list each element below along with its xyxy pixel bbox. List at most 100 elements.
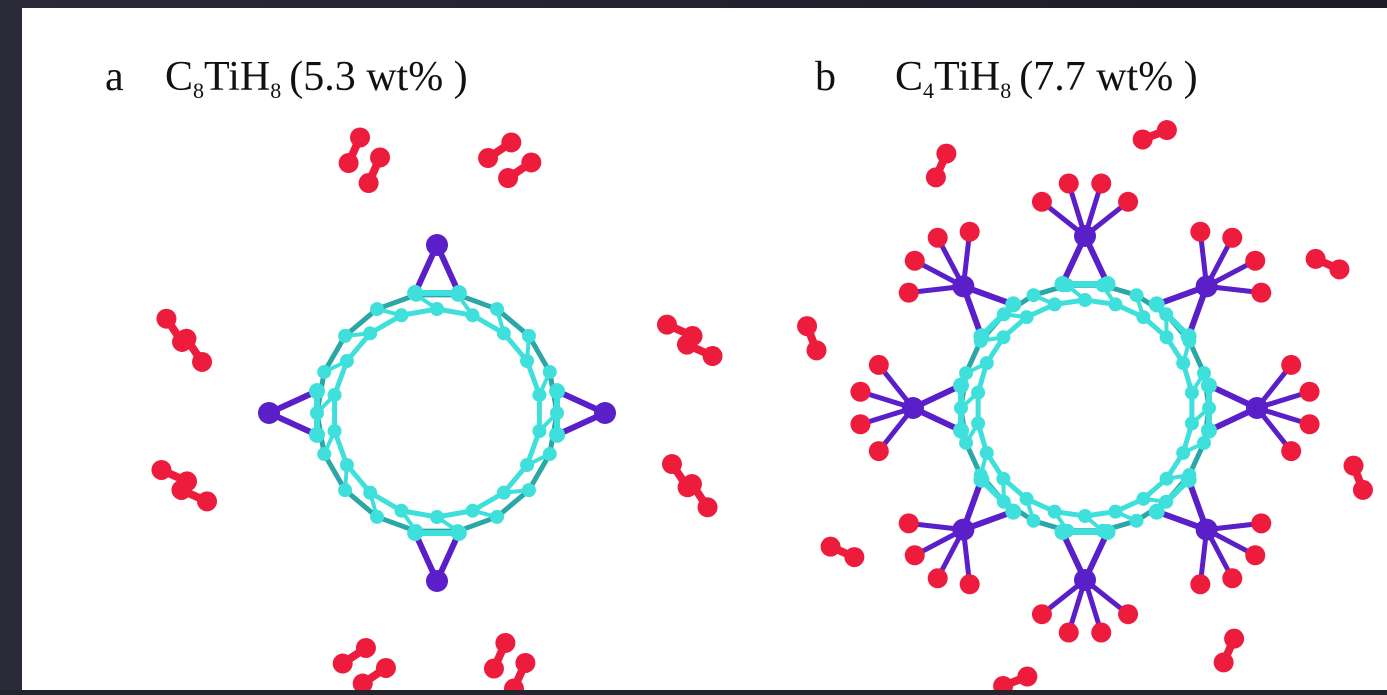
panel-formula: C8TiH8(5.3 wt% ) xyxy=(165,54,468,103)
figure: a C8TiH8(5.3 wt% ) b C4TiH8(7.7 wt% ) xyxy=(22,8,1387,690)
atom xyxy=(797,316,817,336)
atom xyxy=(869,355,889,375)
atom xyxy=(176,329,196,349)
atom xyxy=(156,309,176,329)
atom xyxy=(1005,296,1021,312)
atom xyxy=(1251,283,1271,303)
atom xyxy=(430,510,444,524)
atom xyxy=(497,486,511,500)
atom xyxy=(394,504,408,518)
atom xyxy=(993,676,1013,690)
atom xyxy=(980,356,994,370)
atom xyxy=(996,330,1010,344)
atom xyxy=(1108,505,1122,519)
atom xyxy=(1017,667,1037,687)
atom xyxy=(1251,513,1271,533)
atom xyxy=(490,302,504,316)
atom xyxy=(821,537,841,557)
atom xyxy=(543,365,557,379)
atom xyxy=(1185,386,1199,400)
atom xyxy=(309,427,325,443)
formula-note: (7.7 wt% ) xyxy=(1019,54,1197,100)
atom xyxy=(522,329,536,343)
atom xyxy=(451,525,467,541)
atom xyxy=(657,315,677,335)
atom xyxy=(905,251,925,271)
atom xyxy=(363,326,377,340)
formula-subscript: 8 xyxy=(1000,78,1011,103)
atom xyxy=(484,659,504,679)
atom xyxy=(543,447,557,461)
atom xyxy=(340,354,354,368)
atom xyxy=(953,377,969,393)
atom xyxy=(498,168,518,188)
atom xyxy=(1032,604,1052,624)
atom xyxy=(1026,514,1040,528)
atom xyxy=(338,329,352,343)
atom xyxy=(899,513,919,533)
atom xyxy=(258,402,280,424)
atom xyxy=(171,480,191,500)
atom xyxy=(971,416,985,430)
atom xyxy=(490,510,504,524)
atom xyxy=(1091,173,1111,193)
atom xyxy=(1245,545,1265,565)
atom xyxy=(1281,355,1301,375)
atom xyxy=(1118,192,1138,212)
atom xyxy=(1054,524,1070,540)
atom xyxy=(926,167,946,187)
atom xyxy=(960,574,980,594)
atom xyxy=(1059,173,1079,193)
atom xyxy=(394,308,408,322)
atom xyxy=(1059,623,1079,643)
molecule-b xyxy=(797,120,1373,690)
atom xyxy=(497,326,511,340)
atom xyxy=(338,483,352,497)
atom xyxy=(594,402,616,424)
atom xyxy=(973,328,989,344)
atom xyxy=(317,447,331,461)
atom xyxy=(197,491,217,511)
formula-part: TiH xyxy=(204,54,270,100)
atom xyxy=(1054,276,1070,292)
atom xyxy=(1201,423,1217,439)
atom xyxy=(359,173,379,193)
atom xyxy=(1078,293,1092,307)
atom xyxy=(192,352,212,372)
atom xyxy=(928,568,948,588)
atom xyxy=(356,638,376,658)
atom xyxy=(1149,296,1165,312)
atom xyxy=(1222,228,1242,248)
atom xyxy=(960,222,980,242)
atom xyxy=(309,383,325,399)
atom xyxy=(936,144,956,164)
atom xyxy=(953,423,969,439)
atom xyxy=(844,547,864,567)
atom xyxy=(328,388,342,402)
atom xyxy=(1181,328,1197,344)
atom xyxy=(340,458,354,472)
atom xyxy=(1091,623,1111,643)
atom xyxy=(1185,416,1199,430)
atom xyxy=(451,285,467,301)
atom xyxy=(1100,524,1116,540)
atom xyxy=(1176,356,1190,370)
atom xyxy=(662,454,682,474)
atom xyxy=(899,283,919,303)
atom xyxy=(466,308,480,322)
atom xyxy=(1108,297,1122,311)
atom xyxy=(549,427,565,443)
atom xyxy=(1300,382,1320,402)
atom xyxy=(1300,414,1320,434)
atom xyxy=(1181,472,1197,488)
formula-subscript: 8 xyxy=(270,78,281,103)
atom xyxy=(1032,192,1052,212)
atom xyxy=(1157,120,1177,140)
screen-frame: a C8TiH8(5.3 wt% ) b C4TiH8(7.7 wt% ) xyxy=(0,0,1387,690)
atom xyxy=(1118,604,1138,624)
atom xyxy=(1160,472,1174,486)
atom xyxy=(1224,629,1244,649)
formula-subscript: 4 xyxy=(923,78,934,103)
atom xyxy=(1344,456,1364,476)
atom xyxy=(1201,377,1217,393)
